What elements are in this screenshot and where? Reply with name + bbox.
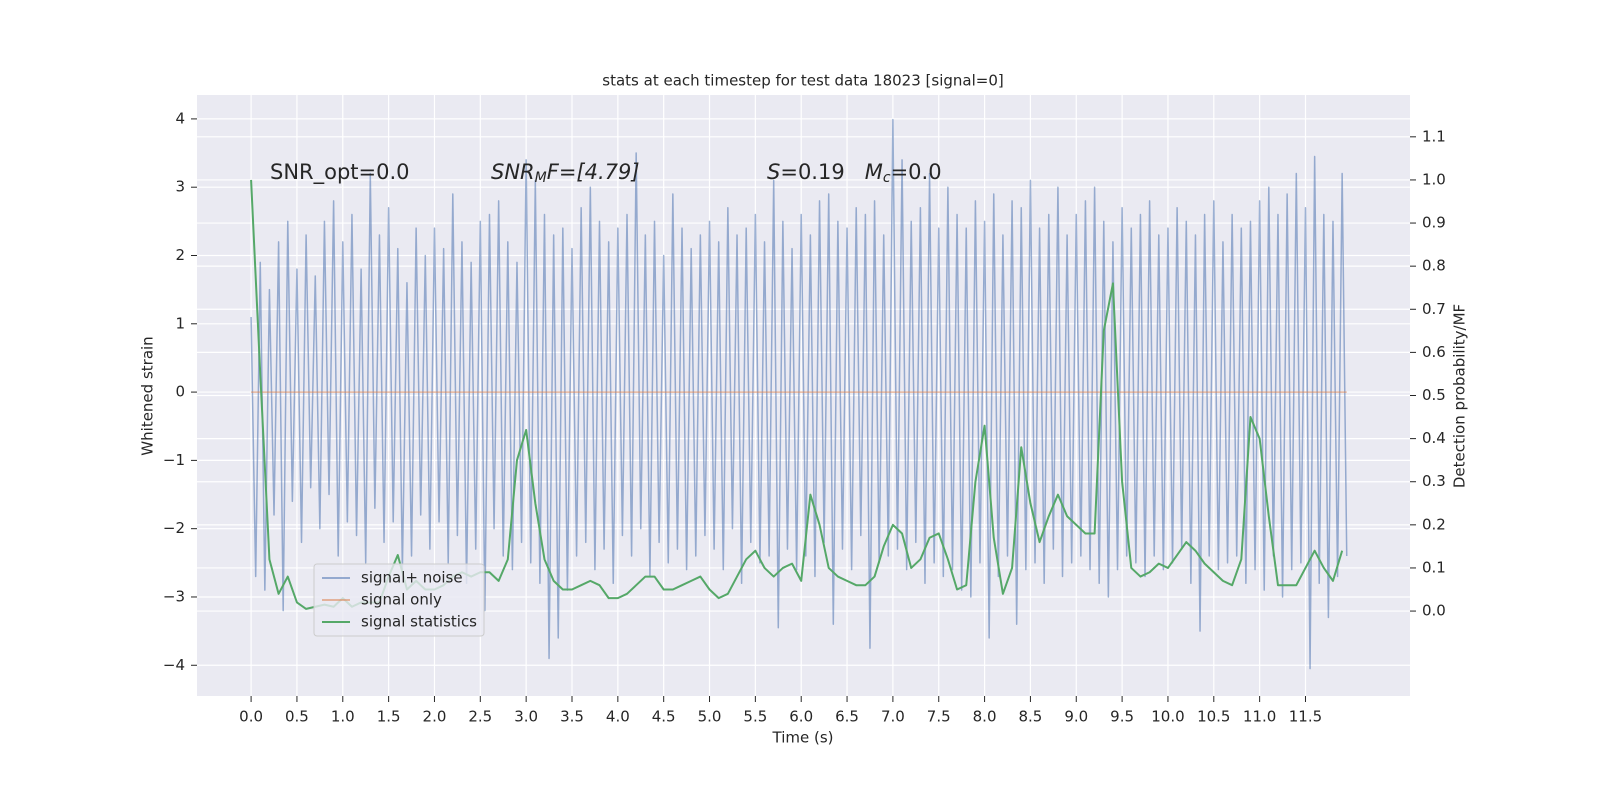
chart-title: stats at each timestep for test data 180…	[602, 72, 1003, 90]
y2-tick-label: 0.4	[1422, 429, 1446, 447]
y2-tick-label: 0.3	[1422, 472, 1446, 490]
y2-tick-label: 1.0	[1422, 170, 1446, 188]
x-tick-label: 1.5	[377, 708, 401, 726]
x-tick-label: 2.5	[468, 708, 492, 726]
legend-label: signal only	[361, 591, 442, 609]
y2-axis-label: Detection probability/MF	[1451, 304, 1469, 488]
x-tick-label: 8.0	[973, 708, 997, 726]
annotation-part: S	[767, 160, 780, 184]
x-tick-label: 4.5	[652, 708, 676, 726]
annotation-part: c	[883, 170, 891, 186]
annotation-part: M	[535, 170, 547, 186]
x-tick-label: 0.0	[239, 708, 263, 726]
x-tick-label: 7.5	[927, 708, 951, 726]
y-tick-label: −3	[163, 587, 185, 605]
x-tick-label: 11.0	[1243, 708, 1276, 726]
x-tick-label: 7.0	[881, 708, 905, 726]
x-tick-label: 11.5	[1289, 708, 1322, 726]
annotation: SNR_opt=0.0	[270, 160, 410, 185]
y-tick-label: 0	[175, 383, 185, 401]
y2-tick-label: 0.6	[1422, 343, 1446, 361]
annotation-part: M	[865, 160, 883, 184]
y-tick-label: −2	[163, 519, 185, 537]
x-tick-label: 8.5	[1018, 708, 1042, 726]
y-tick-label: 2	[175, 246, 185, 264]
y2-tick-label: 0.7	[1422, 300, 1446, 318]
annotation-part: SNR	[491, 160, 535, 184]
x-tick-label: 6.5	[835, 708, 859, 726]
y2-tick-label: 0.8	[1422, 257, 1446, 275]
y-tick-label: −1	[163, 451, 185, 469]
legend-box	[313, 563, 485, 637]
x-tick-label: 3.5	[560, 708, 584, 726]
x-tick-label: 4.0	[606, 708, 630, 726]
y-tick-label: 1	[175, 314, 185, 332]
x-tick-label: 3.0	[514, 708, 538, 726]
x-tick-label: 5.0	[698, 708, 722, 726]
x-tick-label: 5.5	[743, 708, 767, 726]
y-tick-label: 3	[175, 178, 185, 196]
x-tick-label: 10.0	[1151, 708, 1184, 726]
x-tick-label: 9.5	[1110, 708, 1134, 726]
y-axis-label: Whitened strain	[139, 336, 157, 455]
y2-tick-label: 0.9	[1422, 214, 1446, 232]
annotation-part: =0.19	[780, 160, 864, 184]
annotation: S=0.19 Mc=0.0	[767, 160, 942, 186]
annotation: SNRMF=[4.79]	[491, 160, 640, 186]
annotation-part: =0.0	[891, 160, 942, 184]
y2-tick-label: 0.0	[1422, 602, 1446, 620]
y2-tick-label: 0.5	[1422, 386, 1446, 404]
legend-label: signal statistics	[361, 613, 477, 631]
legend: signal+ noise signal only signal statistic…	[313, 563, 485, 637]
x-tick-label: 6.0	[789, 708, 813, 726]
y2-tick-label: 0.2	[1422, 515, 1446, 533]
annotation-part: F=[4.79]	[547, 160, 640, 184]
x-axis-label: Time (s)	[772, 729, 834, 747]
y2-tick-label: 1.1	[1422, 127, 1446, 145]
x-tick-label: 0.5	[285, 708, 309, 726]
y-tick-label: −4	[163, 656, 185, 674]
legend-label: signal+ noise	[361, 569, 463, 587]
annotation-part: SNR_opt=0.0	[270, 160, 410, 185]
x-tick-label: 1.0	[331, 708, 355, 726]
x-tick-label: 10.5	[1197, 708, 1230, 726]
x-tick-label: 9.0	[1064, 708, 1088, 726]
y-tick-label: 4	[175, 109, 185, 127]
y2-tick-label: 0.1	[1422, 558, 1446, 576]
x-tick-label: 2.0	[423, 708, 447, 726]
